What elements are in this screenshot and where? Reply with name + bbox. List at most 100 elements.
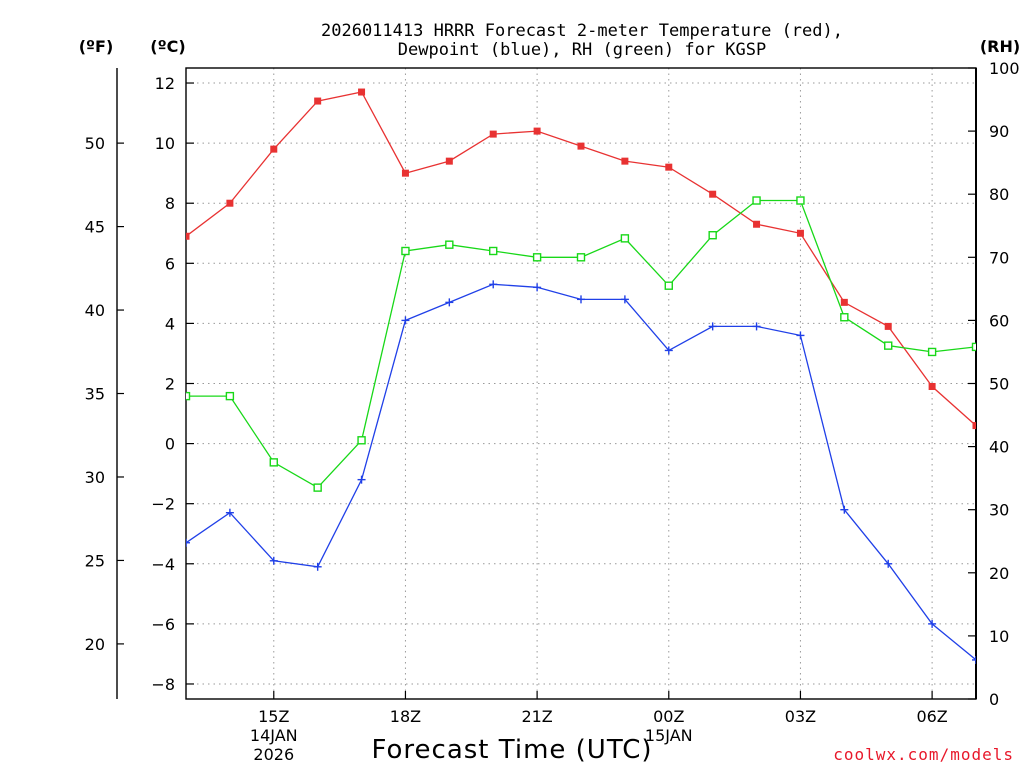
rh-tick-label: 70: [989, 248, 1009, 267]
rh-point: [971, 342, 976, 352]
celsius-tick-label: −2: [151, 495, 175, 514]
celsius-tick-label: −6: [151, 615, 175, 634]
rh-point: [664, 281, 673, 290]
rh-point: [708, 231, 717, 240]
chart-subtitle: Dewpoint (blue), RH (green) for KGSP: [398, 40, 766, 60]
dewpoint-series: [186, 280, 976, 664]
rh-point: [532, 253, 542, 262]
rh-point: [489, 246, 498, 256]
chart-title: 2026011413 HRRR Forecast 2-meter Tempera…: [321, 21, 843, 41]
dewpoint-point: [269, 556, 278, 565]
rh-point: [620, 234, 630, 243]
temperature-point: [709, 190, 717, 198]
rh-unit-label: (RH): [980, 37, 1020, 56]
celsius-tick-label: 12: [155, 74, 175, 93]
temperature-point: [186, 232, 190, 240]
credit-text: coolwx.com/models: [833, 745, 1014, 764]
temperature-point: [796, 229, 804, 237]
temperature-point: [972, 422, 976, 430]
rh-tick-label: 100: [989, 59, 1020, 78]
temperature-point: [840, 298, 848, 306]
dewpoint-point: [796, 331, 805, 340]
data-series: [186, 88, 976, 664]
dewpoint-point: [972, 655, 976, 664]
dewpoint-point: [840, 505, 849, 514]
x-tick-label: 03Z: [785, 707, 816, 726]
rh-point: [357, 436, 366, 445]
dewpoint-point: [313, 562, 322, 571]
x-tick-label: 15Z: [258, 707, 289, 726]
rh-point: [796, 196, 805, 205]
rh-point: [269, 458, 278, 467]
dewpoint-point: [577, 295, 585, 304]
rh-point: [313, 483, 322, 492]
rh-point: [576, 253, 586, 262]
dewpoint-point: [708, 322, 717, 331]
dewpoint-point: [533, 283, 542, 292]
celsius-tick-label: 4: [165, 314, 175, 333]
dewpoint-point: [884, 559, 893, 568]
dewpoint-line: [186, 283, 976, 661]
dewpoint-point: [445, 298, 454, 307]
grid-lines: [186, 68, 976, 699]
temperature-point: [401, 169, 409, 177]
temperature-point: [928, 383, 936, 391]
dewpoint-point: [928, 619, 937, 628]
rh-point: [884, 341, 893, 350]
temperature-point: [577, 142, 585, 150]
rh-point: [840, 313, 849, 322]
rh-line: [186, 199, 976, 489]
celsius-tick-label: 2: [165, 375, 175, 394]
dewpoint-point: [664, 346, 673, 355]
temperature-point: [226, 199, 234, 207]
celsius-unit-label: (ºC): [150, 37, 185, 56]
temperature-series: [186, 88, 976, 430]
x-tick-year: 2026: [253, 745, 294, 764]
celsius-tick-label: −8: [151, 675, 175, 694]
rh-point: [927, 347, 937, 357]
rh-tick-label: 60: [989, 311, 1009, 330]
temperature-point: [445, 157, 453, 165]
temperature-point: [489, 130, 497, 138]
rh-point: [752, 196, 761, 205]
rh-tick-label: 10: [989, 627, 1009, 646]
fahrenheit-unit-label: (ºF): [79, 37, 114, 56]
temperature-point: [533, 127, 541, 135]
celsius-tick-label: 6: [165, 254, 175, 273]
rh-tick-label: 80: [989, 185, 1009, 204]
fahrenheit-tick-label: 50: [85, 134, 105, 153]
temperature-point: [665, 163, 673, 171]
x-tick-label: 18Z: [390, 707, 421, 726]
fahrenheit-tick-label: 45: [85, 218, 105, 237]
fahrenheit-tick-label: 35: [85, 385, 105, 404]
temperature-point: [753, 220, 761, 228]
dewpoint-point: [225, 508, 234, 517]
temperature-point: [270, 145, 278, 153]
x-axis-label: Forecast Time (UTC): [371, 735, 652, 765]
rh-tick-label: 40: [989, 438, 1009, 457]
rh-point: [186, 391, 191, 401]
celsius-tick-label: 8: [165, 194, 175, 213]
rh-point: [445, 240, 454, 249]
x-tick-label: 21Z: [521, 707, 552, 726]
rh-tick-label: 30: [989, 501, 1009, 520]
temperature-point: [314, 97, 322, 105]
dewpoint-point: [357, 475, 366, 484]
fahrenheit-tick-label: 30: [85, 468, 105, 487]
fahrenheit-tick-label: 25: [85, 551, 105, 570]
rh-tick-label: 50: [989, 375, 1009, 394]
rh-point: [401, 246, 410, 256]
dewpoint-point: [186, 538, 190, 547]
celsius-tick-label: 10: [155, 134, 175, 153]
celsius-tick-label: 0: [165, 435, 175, 454]
fahrenheit-tick-label: 40: [85, 301, 105, 320]
rh-tick-label: 90: [989, 122, 1009, 141]
celsius-tick-label: −4: [151, 555, 175, 574]
temperature-point: [621, 157, 629, 165]
x-tick-label: 06Z: [916, 707, 947, 726]
rh-tick-label: 0: [989, 690, 999, 709]
x-tick-date: 14JAN: [250, 726, 298, 745]
fahrenheit-tick-label: 20: [85, 635, 105, 654]
temperature-point: [358, 88, 366, 96]
